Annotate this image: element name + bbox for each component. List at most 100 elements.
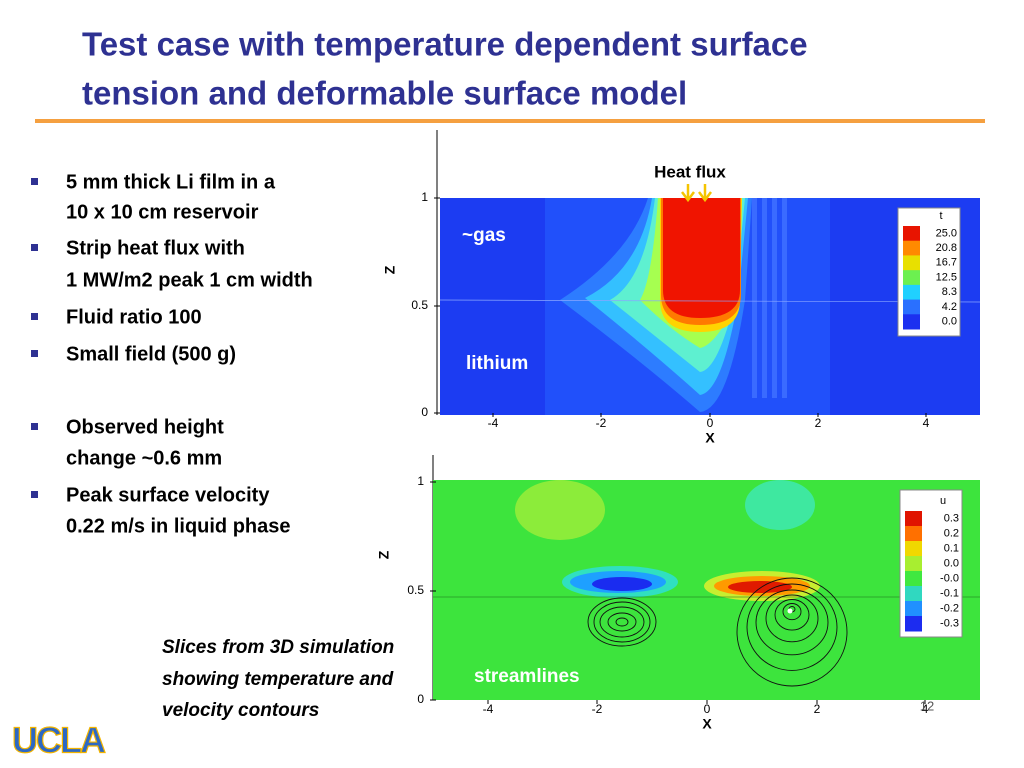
x-tick-label: 4 (923, 416, 930, 430)
streamline (587, 597, 657, 647)
x-tick-label: -2 (596, 416, 607, 430)
bullet-text: Observed height (66, 416, 224, 438)
z-axis-label: Z (376, 550, 392, 559)
caption-line: Slices from 3D simulation (162, 637, 394, 658)
y-tick-label: 1 (417, 474, 424, 488)
streamline (765, 594, 819, 643)
legend-swatch (905, 616, 922, 632)
z-axis-label: Z (382, 265, 398, 274)
streamline (615, 617, 629, 627)
bullet-text: 5 mm thick Li film in a (66, 171, 276, 193)
caption-line: showing temperature and (162, 669, 394, 690)
contour-stripe (752, 198, 757, 398)
x-tick-label: 2 (814, 702, 821, 716)
legend-level: 0.1 (944, 542, 959, 554)
contour-stripe (762, 198, 767, 398)
legend-swatch (903, 226, 920, 242)
heat-flux-label: Heat flux (654, 162, 726, 181)
streamline (755, 589, 829, 656)
x-axis-label: X (702, 716, 712, 732)
streamline (736, 577, 848, 687)
streamline-center (787, 608, 793, 614)
plot-annotation: lithium (466, 353, 528, 374)
x-tick-label: 0 (704, 702, 711, 716)
legend-level: -0.1 (940, 587, 959, 599)
streamline (746, 583, 838, 671)
legend-swatch (903, 299, 920, 315)
page-number: 12 (920, 698, 934, 713)
content: 5 mm thick Li film in a 10 x 10 cm reserv… (11, 130, 981, 761)
legend-level: 12.5 (936, 271, 957, 283)
y-tick-label: 1 (421, 190, 428, 204)
legend-swatch (905, 526, 922, 542)
legend-swatch (905, 586, 922, 602)
arrow-head (698, 191, 712, 203)
legend-swatch (905, 601, 922, 617)
legend-swatch (903, 255, 920, 271)
logo: UCLA (12, 720, 106, 761)
legend-level: 25.0 (936, 227, 957, 239)
legend-level: -0.3 (940, 617, 959, 629)
bullet-text: 10 x 10 cm reservoir (66, 201, 259, 223)
legend-level: -0.0 (940, 572, 959, 584)
legend-level: 20.8 (936, 242, 957, 254)
surface-line (439, 299, 981, 303)
legend-level: 0.2 (944, 527, 959, 539)
legend-level: 0.3 (944, 512, 959, 524)
legend-swatch (903, 284, 920, 301)
bullet-marker (31, 491, 38, 498)
bullet-marker (31, 350, 38, 357)
legend-title: u (940, 495, 946, 507)
arrow-head (681, 191, 695, 203)
legend-swatch (903, 240, 920, 256)
legend-level: 0.0 (944, 557, 959, 569)
legend-swatch (903, 314, 920, 330)
legend-level: 8.3 (942, 286, 957, 298)
streamline (607, 612, 637, 632)
title-line: Test case with temperature dependent sur… (82, 26, 808, 63)
legend-swatch (905, 556, 922, 572)
bullet-marker (31, 178, 38, 185)
streamline (599, 606, 645, 638)
contour-stripe (772, 198, 777, 398)
bullet-text: Small field (500 g) (66, 343, 236, 365)
legend-swatch (905, 541, 922, 557)
y-tick-label: 0.5 (407, 583, 424, 597)
contour-level (663, 198, 740, 318)
plot-annotation: streamlines (474, 666, 580, 687)
legend-swatch (903, 270, 920, 286)
plot-annotation: ~gas (462, 225, 506, 246)
bullet-text: Strip heat flux with (66, 237, 245, 259)
legend-swatch (905, 571, 922, 587)
legend-swatch (905, 511, 922, 527)
y-tick-label: 0 (421, 405, 428, 419)
y-tick-label: 0 (417, 692, 424, 706)
title-line: tension and deformable surface model (82, 75, 687, 112)
contour-level (728, 581, 792, 593)
x-tick-label: 4 (922, 702, 929, 716)
streamline (593, 601, 651, 643)
legend-title: t (939, 210, 942, 222)
x-tick-label: -2 (592, 702, 603, 716)
legend-level: 4.2 (942, 301, 957, 313)
caption-line: velocity contours (162, 700, 319, 721)
x-tick-label: 2 (815, 416, 822, 430)
x-axis-label: X (705, 430, 715, 446)
bullet-text: change ~0.6 mm (66, 447, 222, 469)
streamline (774, 599, 810, 631)
contour-level (745, 480, 815, 530)
bullet-text: 0.22 m/s in liquid phase (66, 515, 291, 537)
legend-level: 16.7 (936, 257, 957, 269)
bullet-text: Peak surface velocity (66, 484, 270, 506)
x-tick-label: -4 (483, 702, 494, 716)
legend-level: 0.0 (942, 316, 957, 328)
bullet-text: 1 MW/m2 peak 1 cm width (66, 269, 313, 291)
contour-level (515, 480, 605, 540)
bullet-marker (31, 423, 38, 430)
contour-stripe (782, 198, 787, 398)
legend-level: -0.2 (940, 602, 959, 614)
x-tick-label: -4 (488, 416, 499, 430)
streamline (782, 603, 802, 621)
bullet-text: Fluid ratio 100 (66, 306, 202, 328)
